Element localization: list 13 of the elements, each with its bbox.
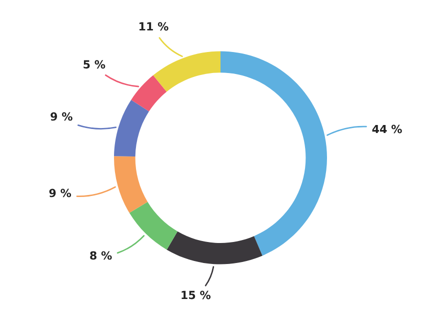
donut-slice xyxy=(220,51,327,256)
data-label: 9 % xyxy=(49,188,72,198)
donut-slice xyxy=(114,156,148,213)
data-label: 15 % xyxy=(182,290,211,300)
data-label: 44 % xyxy=(372,124,402,134)
data-label: 8 % xyxy=(90,251,112,260)
data-label: 9 % xyxy=(50,112,72,121)
donut-slice xyxy=(131,75,167,112)
donut-slice xyxy=(129,202,178,250)
data-label: 11 % xyxy=(139,22,168,31)
donut-slice xyxy=(166,231,262,264)
data-label: 5 % xyxy=(84,60,106,69)
donut-slice xyxy=(114,100,150,156)
